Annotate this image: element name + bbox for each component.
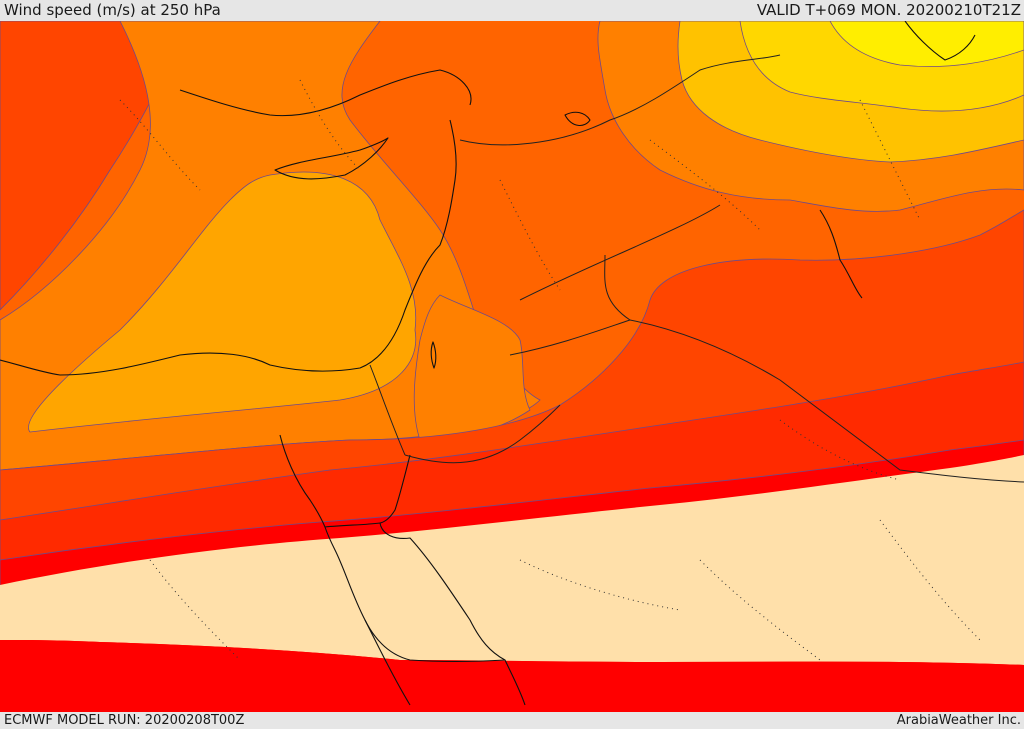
internal-boundary xyxy=(499,179,561,291)
top-bar: Wind speed (m/s) at 250 hPa VALID T+069 … xyxy=(0,0,1024,21)
coastline-gulf-suez xyxy=(279,434,326,528)
credit: ArabiaWeather Inc. xyxy=(896,713,1021,728)
internal-boundary xyxy=(699,559,821,661)
border-jordan xyxy=(509,254,632,356)
coastline-red-sea-east xyxy=(504,659,526,706)
coastline-turkey xyxy=(179,69,472,117)
internal-boundary xyxy=(779,419,901,481)
internal-boundary xyxy=(299,79,361,171)
dead-sea xyxy=(430,341,437,369)
band-light-orange xyxy=(28,171,417,433)
valid-time: VALID T+069 MON. 20200210T21Z xyxy=(756,1,1021,19)
border-syria-iraq xyxy=(519,204,721,301)
lake-van xyxy=(564,111,591,126)
border-turkey-syria xyxy=(459,54,781,146)
internal-boundary xyxy=(879,519,981,641)
border-saudi-iraq xyxy=(629,319,1024,483)
coastline-mediterranean xyxy=(0,119,457,376)
bottom-bar: ECMWF MODEL RUN: 20200208T00Z ArabiaWeat… xyxy=(0,712,1024,729)
red-sea xyxy=(324,522,506,663)
coastline-gulf-aqaba xyxy=(379,454,411,524)
internal-boundary xyxy=(119,99,201,191)
wind-speed-map xyxy=(0,21,1024,712)
coastline-cyprus xyxy=(274,137,389,180)
model-run: ECMWF MODEL RUN: 20200208T00Z xyxy=(4,713,245,728)
band-red-southern xyxy=(0,640,1024,712)
persian-gulf-edge xyxy=(819,209,863,299)
caspian-edge xyxy=(904,21,976,61)
map-title: Wind speed (m/s) at 250 hPa xyxy=(4,1,221,19)
border-saudi-jordan xyxy=(404,404,561,464)
band-yellow xyxy=(829,21,1024,67)
coastline-red-sea-west xyxy=(364,619,411,706)
border-egypt-israel xyxy=(369,364,406,456)
band-calm-beige xyxy=(0,455,1024,665)
internal-boundary xyxy=(149,559,241,661)
